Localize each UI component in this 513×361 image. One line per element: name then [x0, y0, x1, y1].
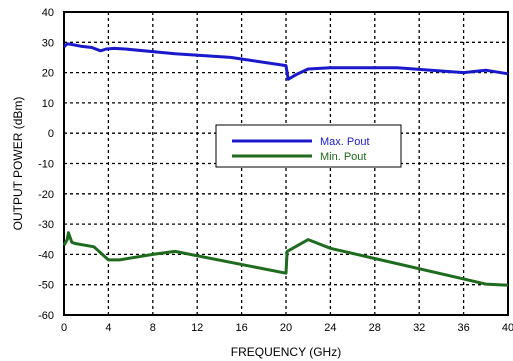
- tick-labels: 0 4 8 12 16 20 24 28 32 36 40 40 30 20 10 0 -10 -20 -30 -40…: [38, 7, 513, 334]
- y-tick-label: -20: [38, 189, 54, 201]
- x-tick-label: 32: [413, 322, 425, 334]
- y-tick-label: -40: [38, 249, 54, 261]
- y-tick-label: 20: [42, 68, 54, 80]
- y-tick-label: 10: [42, 98, 54, 110]
- x-tick-label: 16: [235, 322, 247, 334]
- series-line-0: [62, 42, 509, 81]
- series-line-1: [62, 231, 509, 287]
- y-tick-label: -10: [38, 159, 54, 171]
- y-tick-label: -50: [38, 280, 54, 292]
- x-tick-label: 8: [150, 322, 156, 334]
- legend-box: [215, 124, 402, 168]
- legend-label-max-pout: Max. Pout: [320, 136, 370, 148]
- x-tick-label: 40: [502, 322, 513, 334]
- series-lines: [62, 42, 509, 287]
- y-tick-label: 30: [42, 37, 54, 49]
- x-tick-label: 0: [61, 322, 67, 334]
- legend-label-min-pout: Min. Pout: [320, 151, 366, 163]
- x-axis-title: FREQUENCY (GHz): [231, 345, 341, 359]
- y-tick-label: -60: [38, 310, 54, 322]
- y-tick-label: 0: [48, 128, 54, 140]
- x-tick-label: 12: [191, 322, 203, 334]
- y-axis-title: OUTPUT POWER (dBm): [11, 97, 25, 231]
- legend: Max. Pout Min. Pout: [215, 124, 402, 168]
- x-tick-label: 24: [324, 322, 336, 334]
- x-tick-label: 4: [105, 322, 111, 334]
- x-tick-label: 28: [369, 322, 381, 334]
- y-tick-label: -30: [38, 219, 54, 231]
- x-tick-label: 20: [280, 322, 292, 334]
- y-tick-label: 40: [42, 7, 54, 19]
- plot-frame: [63, 11, 509, 316]
- x-tick-label: 36: [457, 322, 469, 334]
